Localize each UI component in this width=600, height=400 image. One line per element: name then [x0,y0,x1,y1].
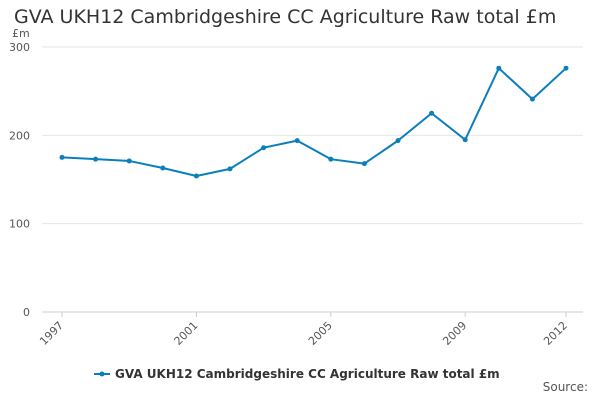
data-point-2011[interactable] [529,96,535,102]
legend-label: GVA UKH12 Cambridgeshire CC Agriculture … [115,367,500,381]
data-point-1998[interactable] [93,156,99,162]
y-tick-label-300: 300 [9,41,30,54]
series-line-0 [61,67,567,177]
x-axis-ticks: 1997 2001 2005 2009 2012 [37,312,570,348]
data-point-2000[interactable] [160,165,166,171]
data-point-2001[interactable] [193,173,199,179]
data-point-2008[interactable] [429,110,435,116]
data-point-2002[interactable] [227,166,233,172]
data-point-2005[interactable] [328,156,334,162]
x-tick-label-1997: 1997 [37,319,66,348]
data-point-1997[interactable] [59,154,65,160]
data-point-2012[interactable] [563,65,569,71]
data-point-2010[interactable] [496,65,502,71]
source-label: Source: [542,380,588,394]
data-point-1999[interactable] [126,158,132,164]
legend-marker [99,371,105,377]
data-point-2009[interactable] [462,137,468,143]
y-tick-label-100: 100 [9,218,30,231]
series-layer [59,65,569,179]
legend[interactable]: GVA UKH12 Cambridgeshire CC Agriculture … [94,367,500,381]
y-tick-label-0: 0 [23,306,30,319]
grid-lines [42,46,583,313]
chart-title: GVA UKH12 Cambridgeshire CC Agriculture … [14,6,557,28]
y-tick-label-200: 200 [9,129,30,142]
data-point-2004[interactable] [294,138,300,144]
data-point-2003[interactable] [261,145,267,151]
y-axis-ticks: 0 100 200 300 [9,41,30,319]
data-point-2006[interactable] [361,161,367,167]
x-tick-label-2012: 2012 [541,319,570,348]
data-point-2007[interactable] [395,138,401,144]
x-tick-label-2005: 2005 [306,319,335,348]
x-tick-label-2009: 2009 [440,319,469,348]
x-tick-label-2001: 2001 [172,319,201,348]
y-axis-unit: £m [12,27,30,40]
